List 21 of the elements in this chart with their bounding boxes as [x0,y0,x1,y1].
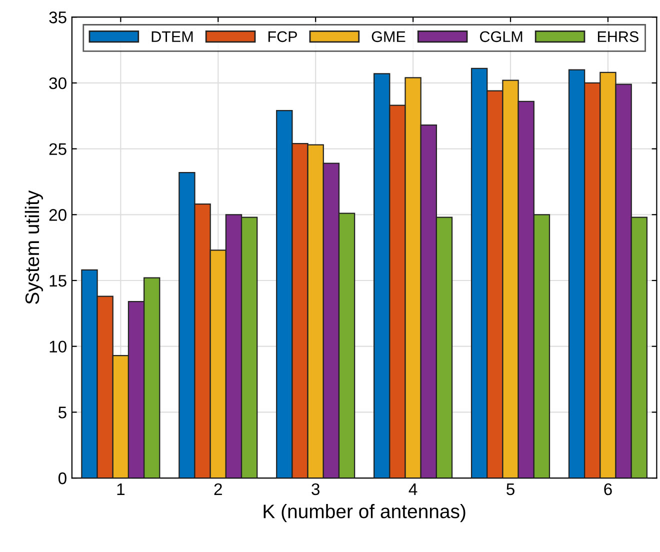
x-tick-label: 5 [506,484,514,496]
x-tick-label: 6 [604,483,612,496]
y-axis-title: System utility [24,190,43,304]
legend-label: GME [372,31,406,42]
legend-label: EHRS [598,31,638,42]
legend-label: CGLM [480,31,522,42]
x-tick-label: 2 [214,483,222,495]
legend-label: DTEM [152,31,193,42]
y-tick-label: 20 [49,209,66,221]
x-tick-label: 3 [312,483,320,496]
y-tick-label: 5 [58,406,66,418]
legend-label: FCP [268,31,297,42]
x-tick-label: 4 [408,484,418,495]
y-tick-label: 15 [50,275,66,287]
y-tick-label: 25 [49,143,66,156]
y-tick-label: 10 [50,340,66,353]
y-tick-label: 0 [58,472,66,484]
x-tick-label: 1 [117,484,124,495]
y-tick-label: 30 [49,77,66,90]
x-axis-title: K (number of antennas) [264,504,466,522]
y-tick-label: 35 [49,12,66,24]
